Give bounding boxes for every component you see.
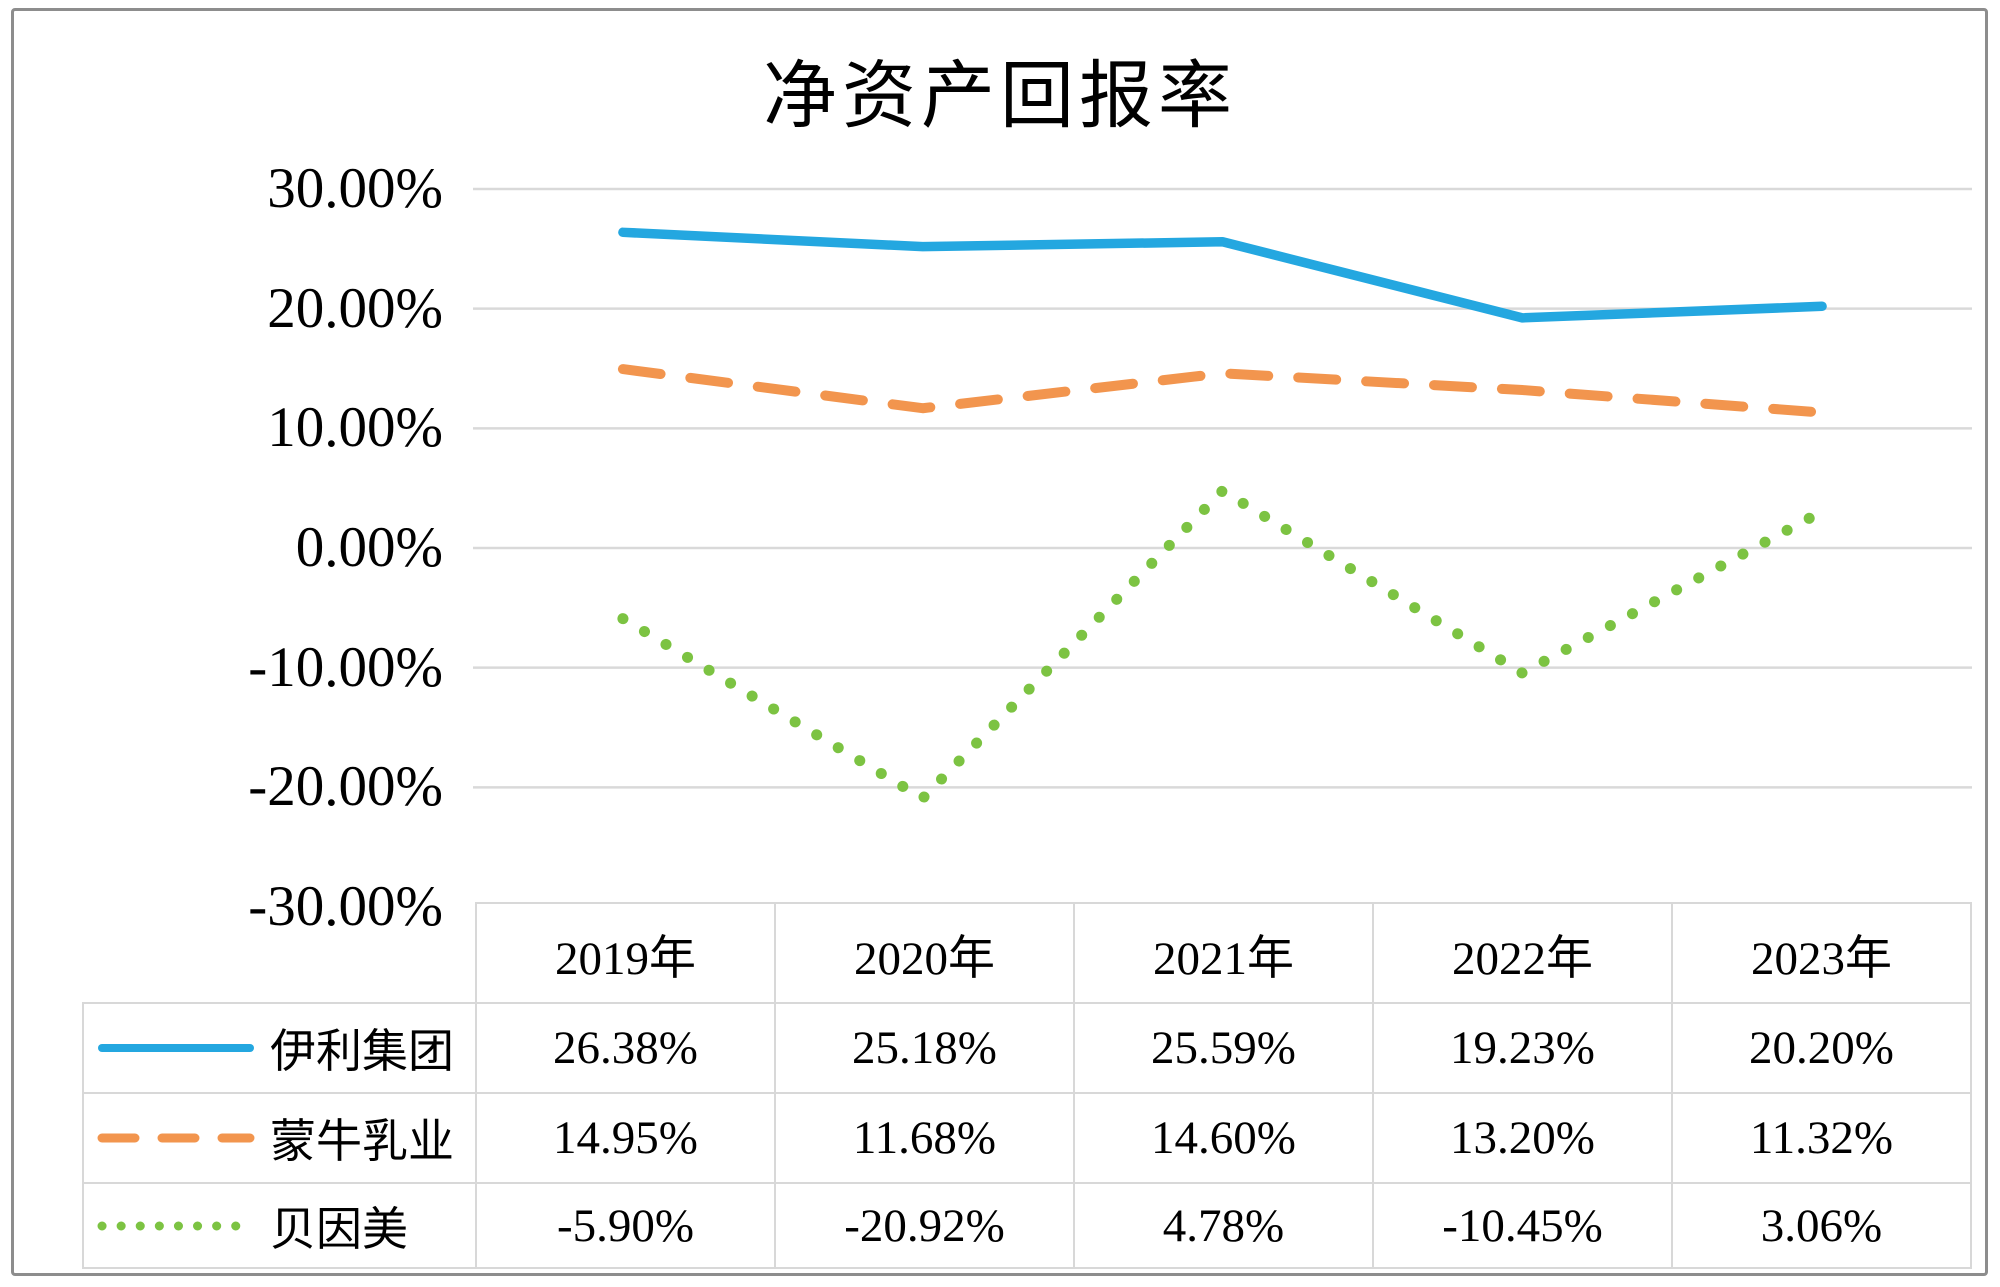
legend-entry: 伊利集团 — [85, 1015, 474, 1081]
series-name-cell: 蒙牛乳业 — [82, 1092, 477, 1184]
table-year-header-cell: 2022年 — [1372, 902, 1673, 1004]
series-name-cell: 伊利集团 — [82, 1002, 477, 1094]
y-axis-tick-label: -30.00% — [248, 875, 443, 938]
table-blank-corner-cell — [83, 903, 476, 1003]
table-value-cell: -20.92% — [774, 1182, 1075, 1269]
table-value-cell: 11.32% — [1671, 1092, 1972, 1184]
table-year-header-cell: 2023年 — [1671, 902, 1972, 1004]
y-axis-tick-label: 10.00% — [267, 396, 443, 460]
table-value-cell: 19.23% — [1372, 1002, 1673, 1094]
legend-entry: 贝因美 — [85, 1193, 474, 1259]
legend-key-solid-line — [98, 1044, 254, 1052]
series-name: 伊利集团 — [270, 1026, 454, 1077]
table-header-row: 2019年 2020年 2021年 2022年 2023年 — [83, 902, 1972, 1004]
table-value-cell: 20.20% — [1671, 1002, 1972, 1094]
chart-title: 净资产回报率 — [763, 56, 1237, 138]
series-name: 蒙牛乳业 — [270, 1116, 454, 1167]
table-value-cell: 26.38% — [475, 1002, 776, 1094]
data-table: 2019年 2020年 2021年 2022年 2023年伊利集团 26.38% 25.18… — [82, 902, 1972, 1269]
table-row: 伊利集团 26.38% 25.18% 25.59% 19.23% 20.20% — [82, 1002, 1972, 1094]
table-value-cell: 13.20% — [1372, 1092, 1673, 1184]
table-row: 蒙牛乳业 14.95% 11.68% 14.60% 13.20% 11.32% — [82, 1092, 1972, 1184]
y-axis-tick-label: -20.00% — [248, 755, 443, 819]
table-value-cell: 25.18% — [774, 1002, 1075, 1094]
table-value-cell: 4.78% — [1073, 1182, 1374, 1269]
series-name-cell: 贝因美 — [82, 1182, 477, 1269]
series-name: 贝因美 — [270, 1203, 408, 1255]
table-row: 贝因美 -5.90% -20.92% 4.78% -10.45% 3.06% — [82, 1182, 1972, 1269]
table-year-header-cell: 2020年 — [774, 902, 1075, 1004]
table-value-cell: 3.06% — [1671, 1182, 1972, 1269]
y-axis-tick-label: -10.00% — [248, 635, 443, 699]
y-axis-tick-label: 0.00% — [295, 516, 443, 579]
table-value-cell: 25.59% — [1073, 1002, 1374, 1094]
legend-key-dashed-line — [97, 1133, 255, 1143]
table-value-cell: -10.45% — [1372, 1182, 1673, 1269]
table-year-header-cell: 2021年 — [1073, 902, 1374, 1004]
y-axis-tick-label: 30.00% — [267, 156, 443, 220]
table-value-cell: 11.68% — [774, 1092, 1075, 1184]
table-year-header-cell: 2019年 — [475, 902, 776, 1004]
legend-key-dotted-line — [97, 1221, 255, 1230]
legend-entry: 蒙牛乳业 — [85, 1105, 474, 1171]
table-value-cell: 14.95% — [475, 1092, 776, 1184]
table-value-cell: 14.60% — [1073, 1092, 1374, 1184]
y-axis-tick-label: 20.00% — [267, 276, 443, 340]
table-value-cell: -5.90% — [475, 1182, 776, 1269]
